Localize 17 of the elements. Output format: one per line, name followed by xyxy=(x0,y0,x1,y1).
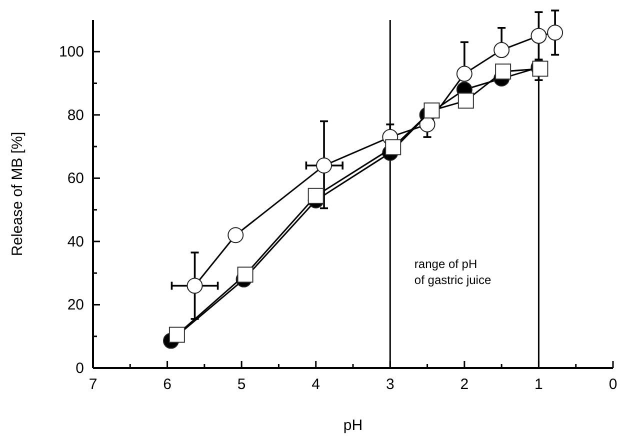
y-tick-label: 20 xyxy=(67,296,84,314)
x-tick-label: 1 xyxy=(534,376,543,393)
x-tick-label: 7 xyxy=(88,376,98,393)
annotation: range of pH of gastric juice xyxy=(414,257,492,287)
x-tick-label: 3 xyxy=(386,376,394,393)
y-tick-label: 80 xyxy=(67,106,84,124)
y-tick-label: 0 xyxy=(76,360,84,377)
x-tick-label: 0 xyxy=(608,376,618,393)
x-tick-label: 5 xyxy=(237,376,246,393)
x-tick-label: 4 xyxy=(312,376,320,393)
y-tick-label: 100 xyxy=(58,44,84,61)
y-tick-label: 60 xyxy=(67,170,84,188)
y-axis-title: Release of MB [%] xyxy=(9,132,26,256)
x-tick-label: 2 xyxy=(460,376,469,393)
x-axis-title: pH xyxy=(343,417,363,434)
x-tick-label: 6 xyxy=(163,376,172,393)
y-tick-label: 40 xyxy=(67,233,84,250)
